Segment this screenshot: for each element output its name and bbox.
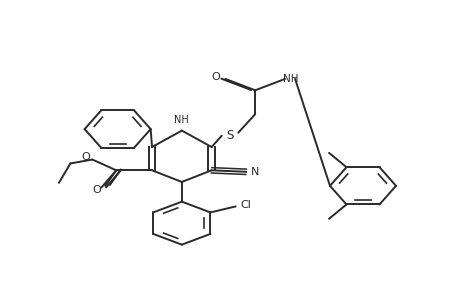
Text: N: N [251, 167, 259, 177]
Text: S: S [226, 129, 233, 142]
Text: NH: NH [174, 115, 189, 125]
Text: O: O [81, 152, 90, 162]
Text: Cl: Cl [240, 200, 251, 210]
Text: O: O [92, 185, 101, 195]
Text: NH: NH [282, 74, 297, 84]
Text: O: O [211, 72, 219, 82]
